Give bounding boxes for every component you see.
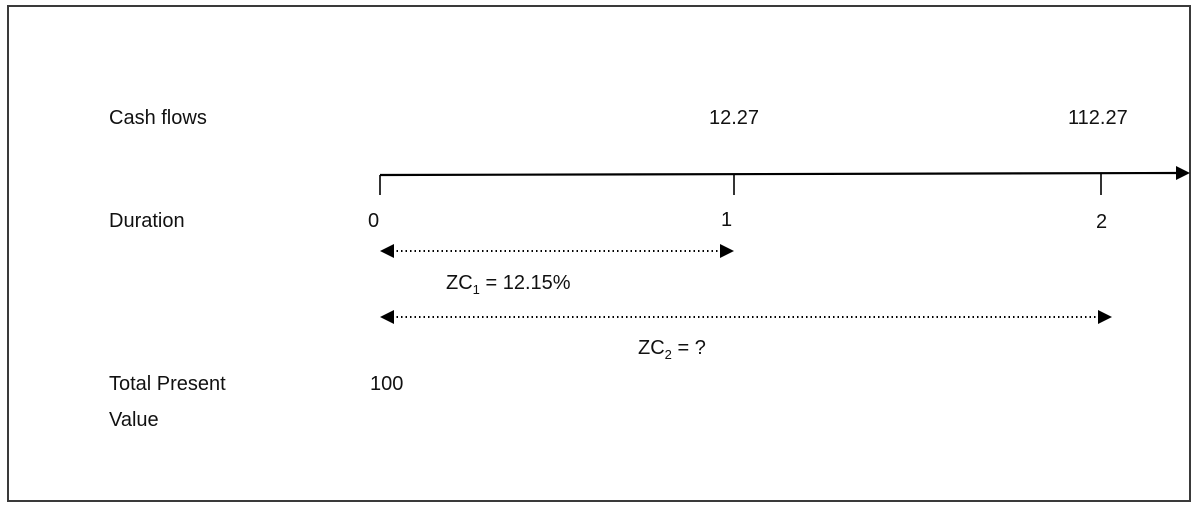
tick-label-1: 1 bbox=[721, 209, 733, 231]
diagram-frame bbox=[7, 5, 1191, 502]
zc2-arrow-left bbox=[380, 310, 394, 324]
total-present-value: 100 bbox=[370, 373, 404, 395]
zc2-prefix: ZC bbox=[638, 337, 665, 359]
cash-flows-label: Cash flows bbox=[109, 107, 207, 129]
total-present-value-label-line1: Total Present bbox=[109, 373, 226, 395]
zc1-value: = 12.15% bbox=[479, 272, 571, 294]
zc2-value: = ? bbox=[671, 337, 706, 359]
timeline-arrowhead bbox=[1176, 166, 1190, 180]
cash-flow-year-2: 112.27 bbox=[1068, 107, 1128, 129]
zc1-arrow-right bbox=[720, 244, 734, 258]
zc1-arrow-left bbox=[380, 244, 394, 258]
zc1-label: ZC1 = 12.15% bbox=[446, 272, 571, 296]
zc1-subscript: 1 bbox=[472, 282, 480, 297]
cash-flow-year-1: 12.27 bbox=[709, 107, 760, 129]
timeline-axis bbox=[379, 171, 1177, 177]
total-present-value-label-line2: Value bbox=[109, 409, 159, 431]
tick-label-2: 2 bbox=[1096, 211, 1108, 233]
zc2-arrow-right bbox=[1098, 310, 1112, 324]
zc2-label: ZC2 = ? bbox=[638, 337, 706, 361]
duration-label: Duration bbox=[109, 210, 185, 232]
zc1-prefix: ZC bbox=[446, 272, 473, 294]
tick-label-0: 0 bbox=[368, 210, 380, 232]
zc2-subscript: 2 bbox=[664, 347, 672, 362]
